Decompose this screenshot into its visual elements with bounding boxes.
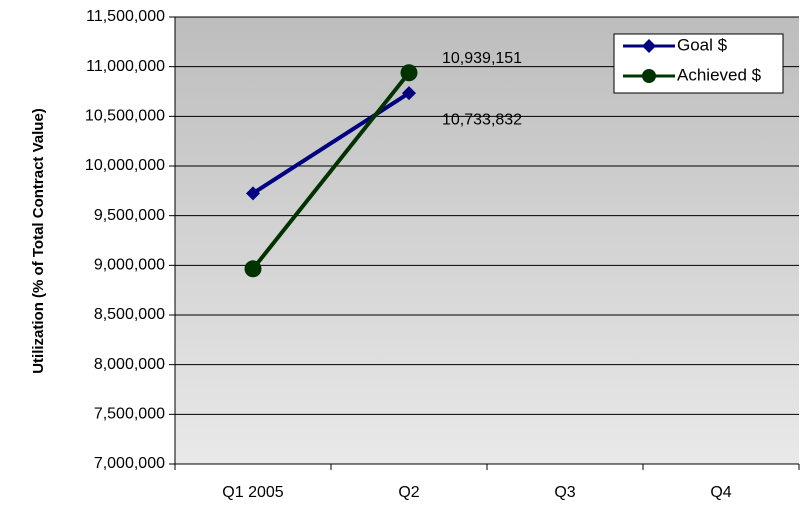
legend-label-goal: Goal $ [677,35,728,54]
x-tick-labels: Q1 2005 Q2 Q3 Q4 [222,484,731,501]
legend-entry-achieved: Achieved $ [623,65,762,84]
y-tick-label: 8,500,000 [94,306,165,323]
data-label: 10,939,151 [442,50,522,67]
y-axis-title: Utilization (% of Total Contract Value) [30,108,47,374]
x-tick-label: Q2 [398,484,419,501]
series-line-1 [251,71,411,271]
y-tick-label: 7,000,000 [94,455,165,472]
legend-marker-achieved [642,69,656,83]
data-labels: 10,939,151 10,733,832 [442,50,522,128]
x-tick-label: Q3 [554,484,575,501]
legend-marker-goal [642,39,656,53]
legend-box [613,33,784,94]
y-tick-label: 9,000,000 [94,257,165,274]
y-tick-label: 11,500,000 [86,8,165,25]
y-tick-label: 8,000,000 [94,356,165,373]
series-line-0 [251,91,411,195]
y-tick-labels: 7,000,000 7,500,000 8,000,000 8,500,000 9,00… [85,8,165,472]
data-label: 10,733,832 [442,111,522,128]
y-tick-label: 11,000,000 [86,58,165,75]
x-tick-label: Q4 [710,484,731,501]
legend-label-achieved: Achieved $ [677,65,762,84]
legend: Goal $ Achieved $ [613,33,784,94]
data-point-circle [400,64,418,82]
gridlines [175,16,799,415]
data-point-diamond [246,186,260,201]
y-tick-label: 10,000,000 [85,157,165,174]
series-markers [244,64,418,278]
legend-entry-goal: Goal $ [623,35,728,54]
y-tick-label: 7,500,000 [94,406,165,423]
y-tick-label: 9,500,000 [94,207,165,224]
axes [169,16,800,470]
series-lines [251,71,411,271]
data-point-circle [244,260,262,278]
data-point-diamond [402,86,416,101]
x-tick-label: Q1 2005 [222,484,283,501]
y-tick-label: 10,500,000 [85,108,165,125]
